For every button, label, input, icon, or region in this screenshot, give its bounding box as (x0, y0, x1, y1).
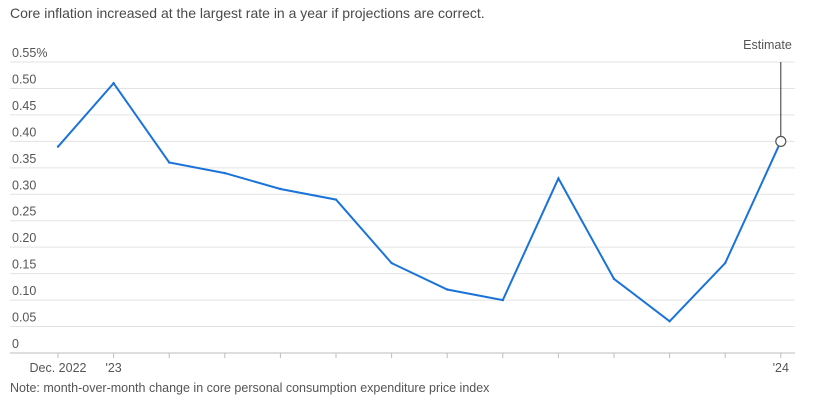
x-tick-label: '23 (105, 361, 121, 375)
data-point (112, 81, 115, 85)
gridlines (10, 61, 795, 354)
x-tick-label: '24 (773, 361, 789, 375)
y-tick-label: 0.50 (12, 72, 36, 86)
data-point (612, 277, 616, 281)
estimate-label: Estimate (743, 38, 792, 52)
x-tick-label: Dec. 2022 (30, 361, 87, 375)
series-line (57, 81, 782, 323)
estimate-marker (775, 135, 787, 147)
data-point (56, 145, 60, 148)
data-point (557, 177, 560, 180)
data-point (668, 320, 671, 323)
y-tick-label: 0 (12, 337, 19, 351)
estimate-annotation: Estimate (743, 38, 792, 147)
data-point (223, 171, 226, 175)
chart-title: Core inflation increased at the largest … (10, 5, 485, 21)
chart-note: Note: month-over-month change in core pe… (10, 381, 490, 395)
y-tick-label: 0.40 (12, 125, 36, 139)
y-tick-label: 0.30 (12, 178, 36, 192)
y-tick-label: 0.55% (12, 46, 47, 60)
data-point (334, 198, 338, 201)
data-point (390, 261, 393, 265)
y-tick-label: 0.45 (12, 99, 36, 113)
data-point (446, 288, 449, 291)
data-point (724, 261, 727, 265)
x-axis: Dec. 2022 '23 '24 (30, 353, 789, 375)
y-tick-label: 0.10 (12, 284, 36, 298)
y-tick-label: 0.35 (12, 152, 36, 166)
y-tick-label: 0.25 (12, 205, 36, 219)
y-tick-label: 0.15 (12, 258, 36, 272)
series-layer (56, 81, 782, 323)
data-point (279, 187, 282, 191)
data-point (501, 298, 504, 302)
y-tick-label: 0.20 (12, 231, 36, 245)
y-tick-label: 0.05 (12, 311, 36, 325)
data-point (168, 161, 171, 164)
y-axis: 0 0.05 0.10 0.15 0.20 0.25 0.30 0.35 0.40 0.45 0.5… (12, 46, 47, 351)
